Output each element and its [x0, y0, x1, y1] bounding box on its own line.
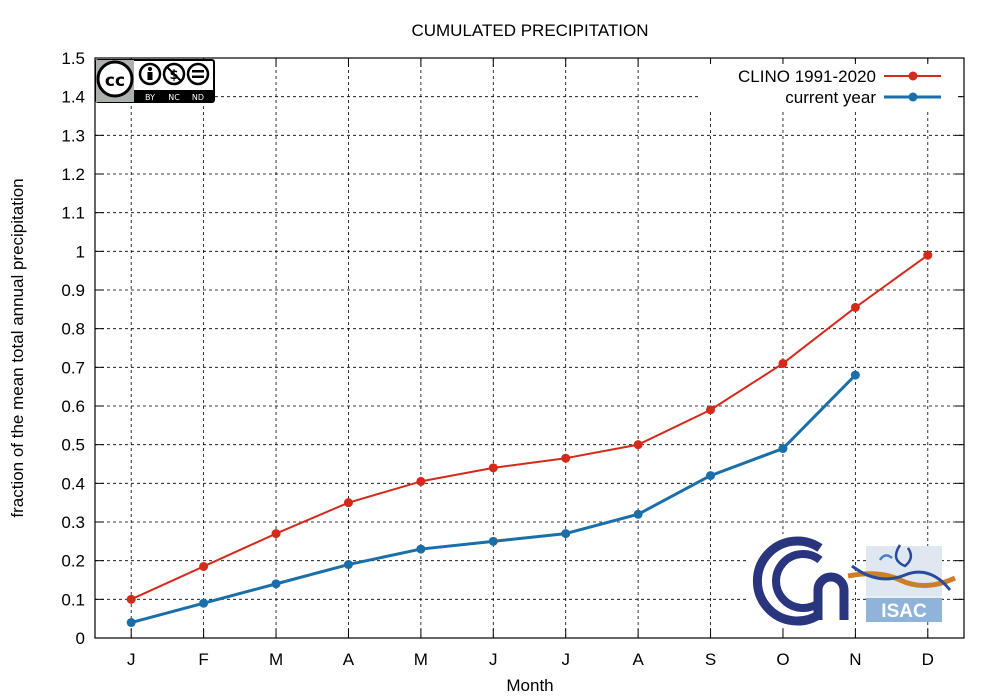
- grid-lines: [95, 58, 964, 638]
- y-tick-label: 1.4: [61, 88, 85, 107]
- cc-label-nd: ND: [192, 93, 204, 102]
- y-tick-label: 1.1: [61, 204, 85, 223]
- y-tick-label: 0.9: [61, 281, 85, 300]
- data-point-current-year: [126, 618, 136, 628]
- y-tick-label: 0.6: [61, 397, 85, 416]
- data-point-current-year: [271, 579, 281, 589]
- x-tick-label: J: [561, 650, 570, 669]
- legend-background: [700, 64, 958, 110]
- data-point-current-year: [778, 444, 788, 454]
- cc-license-badge: cc $ BY NC ND: [95, 59, 215, 103]
- y-tick-label: 1.3: [61, 126, 85, 145]
- data-point-current-year: [706, 471, 716, 481]
- data-point-current-year: [343, 560, 353, 570]
- y-tick-label: 0.8: [61, 320, 85, 339]
- data-point-current-year: [416, 544, 426, 554]
- data-point-clino: [199, 561, 209, 571]
- data-point-clino: [416, 476, 426, 486]
- y-tick-label: 0.3: [61, 513, 85, 532]
- y-tick-label: 0.4: [61, 474, 85, 493]
- x-tick-label: M: [414, 650, 428, 669]
- isac-logo: ISAC: [847, 544, 957, 622]
- data-point-clino: [343, 498, 353, 508]
- data-point-current-year: [488, 536, 498, 546]
- data-point-clino: [488, 463, 498, 473]
- series-line-clino: [130, 254, 929, 601]
- data-point-clino: [126, 594, 136, 604]
- svg-text:cc: cc: [105, 71, 125, 91]
- x-tick-label: A: [632, 650, 644, 669]
- legend-label-clino: CLINO 1991-2020: [738, 67, 876, 86]
- data-point-current-year: [633, 509, 643, 519]
- y-tick-label: 1.5: [61, 49, 85, 68]
- y-axis-label: fraction of the mean total annual precip…: [8, 178, 27, 517]
- data-point-clino: [923, 250, 933, 260]
- data-point-current-year: [561, 529, 571, 539]
- data-point-clino: [706, 405, 716, 415]
- x-tick-label: M: [269, 650, 283, 669]
- y-tick-label: 0.1: [61, 590, 85, 609]
- legend-marker-clino: [908, 71, 918, 81]
- plot-frame: [94, 57, 965, 639]
- y-tick-label: 0.5: [61, 436, 85, 455]
- svg-text:$: $: [169, 68, 178, 83]
- legend-marker-current: [908, 92, 918, 102]
- data-point-clino: [561, 453, 571, 463]
- data-point-current-year: [199, 598, 209, 608]
- y-tick-label: 0: [76, 629, 85, 648]
- y-tick-label: 0.2: [61, 552, 85, 571]
- data-point-clino: [850, 302, 860, 312]
- chart-title: CUMULATED PRECIPITATION: [411, 21, 648, 40]
- x-tick-label: N: [849, 650, 861, 669]
- x-tick-label: A: [343, 650, 355, 669]
- x-tick-label: F: [198, 650, 208, 669]
- cnr-logo: [748, 534, 852, 626]
- series-layer: [126, 250, 933, 628]
- data-point-current-year: [850, 370, 860, 380]
- y-tick-label: 1: [76, 242, 85, 261]
- legend-label-current: current year: [785, 88, 876, 107]
- x-tick-label: J: [127, 650, 136, 669]
- y-axis: 0 0.1 0.2 0.3 0.4 0.5 0.6 0.7 0.8 0.9 1 1.1 1.2 1.3 1.…: [61, 49, 964, 648]
- isac-logo-text: ISAC: [881, 601, 927, 622]
- y-tick-label: 0.7: [61, 358, 85, 377]
- x-axis-label: Month: [506, 676, 553, 695]
- x-tick-label: S: [705, 650, 716, 669]
- cc-label-nc: NC: [168, 93, 180, 102]
- nd-icon: [186, 62, 210, 86]
- legend: CLINO 1991-2020 current year: [700, 64, 958, 110]
- x-tick-label: J: [489, 650, 498, 669]
- cc-icon: [96, 60, 134, 98]
- data-point-clino: [271, 529, 281, 539]
- x-tick-label: O: [776, 650, 789, 669]
- cc-label-by: BY: [145, 93, 155, 102]
- x-tick-label: D: [922, 650, 934, 669]
- data-point-clino: [778, 358, 788, 368]
- y-tick-label: 1.2: [61, 165, 85, 184]
- data-point-clino: [633, 440, 643, 450]
